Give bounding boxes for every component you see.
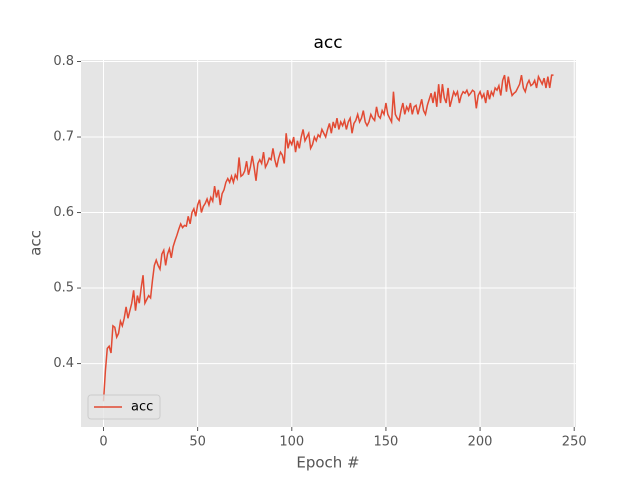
x-tick-label: 200 <box>468 435 493 450</box>
x-tick-label: 100 <box>279 435 304 450</box>
legend-box <box>87 394 161 420</box>
legend-label: acc <box>131 400 153 415</box>
x-tick-label: 150 <box>374 435 399 450</box>
x-tick-label: 250 <box>562 435 587 450</box>
y-tick-label: 0.6 <box>53 205 74 220</box>
x-tick-label: 0 <box>99 435 107 450</box>
y-tick-label: 0.4 <box>53 356 74 371</box>
y-tick-label: 0.8 <box>53 54 74 69</box>
y-tick-label: 0.7 <box>53 130 74 145</box>
y-axis-label: acc <box>27 230 45 256</box>
x-axis-label: Epoch # <box>296 454 359 472</box>
x-tick-label: 50 <box>189 435 206 450</box>
plot-area <box>81 60 576 427</box>
chart-title: acc <box>313 33 342 53</box>
y-tick-label: 0.5 <box>53 281 74 296</box>
data-line <box>102 74 554 402</box>
